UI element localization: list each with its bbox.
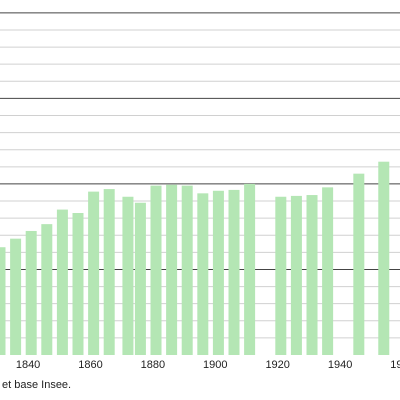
x-tick-label: 1940 — [328, 359, 352, 371]
x-tick-label: 1920 — [265, 359, 289, 371]
bar — [72, 213, 84, 355]
x-tick-label: 1880 — [141, 359, 165, 371]
bar — [134, 202, 146, 355]
bar — [10, 238, 22, 355]
bar — [212, 190, 224, 355]
bar — [322, 187, 334, 355]
x-tick-label: 1840 — [16, 359, 40, 371]
bar — [353, 173, 365, 355]
x-tick-label: 1860 — [78, 359, 102, 371]
x-tick-label: 1960 — [390, 359, 400, 371]
bar — [88, 191, 100, 355]
bar — [56, 209, 68, 355]
bar — [228, 189, 240, 355]
x-tick-label: 1900 — [203, 359, 227, 371]
bar — [41, 224, 53, 355]
bar — [275, 196, 287, 355]
bar — [181, 185, 193, 355]
source-note: et base Insee. — [2, 379, 71, 391]
bar — [150, 185, 162, 355]
bar — [306, 195, 318, 355]
bar — [378, 161, 390, 355]
bar — [103, 189, 115, 355]
bar — [197, 193, 209, 355]
bar — [166, 184, 178, 355]
bar — [290, 195, 302, 355]
bar — [25, 230, 37, 355]
bar — [0, 247, 6, 355]
bar — [244, 183, 256, 355]
bar — [122, 196, 134, 355]
